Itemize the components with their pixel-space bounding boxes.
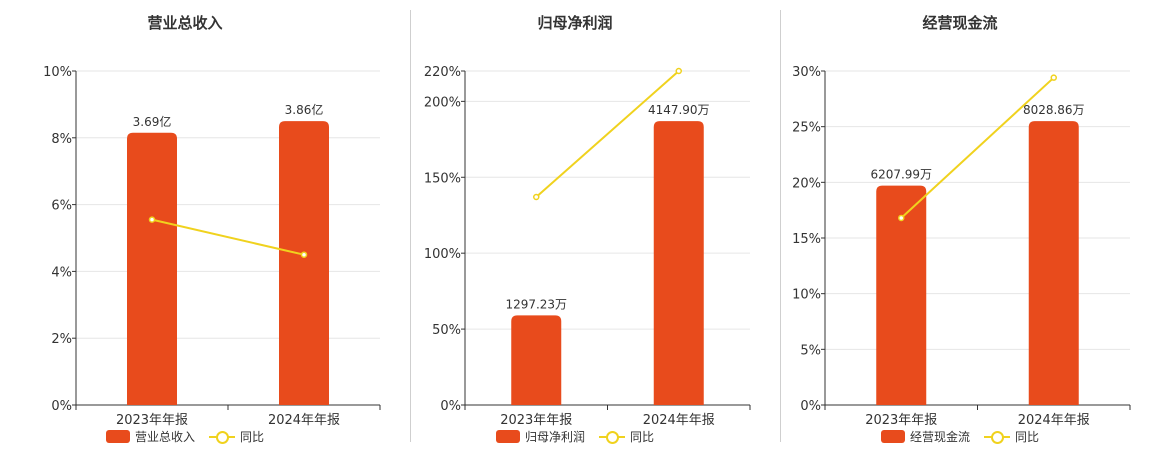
chart-title: 归母净利润 <box>537 14 613 32</box>
chart-canvas: 0% 2% 4% 6% 8% 10% 3.69亿 2023年年报 3.86亿 2024年年报 <box>43 65 381 428</box>
y-tick-label: 30% <box>792 65 821 80</box>
legend-bar-swatch <box>105 430 130 443</box>
y-tick-label: 0% <box>51 399 72 414</box>
y-tick-label: 10% <box>792 288 821 303</box>
legend-bar-swatch <box>880 430 905 443</box>
legend-label: 经营现金流 <box>909 430 970 444</box>
line-point <box>533 193 540 201</box>
series-line <box>900 76 1055 219</box>
y-tick-label: 25% <box>792 121 821 136</box>
y-tick-label: 10% <box>43 65 72 80</box>
legend-line-swatch <box>599 430 625 444</box>
line-point <box>300 251 308 258</box>
legend-label: 同比 <box>240 430 265 444</box>
bar-data-label: 1297.23万 <box>505 297 567 311</box>
y-tick-label: 50% <box>432 323 461 338</box>
bar <box>511 315 562 405</box>
chart-canvas: 0% 5% 10% 15% 20% 25% 30% 6207.99万 2023年年报 8028.8… <box>792 65 1131 428</box>
y-tick-label: 20% <box>792 176 821 191</box>
legend-item-line[interactable]: 同比 <box>209 428 264 445</box>
chart-panel-revenue: 营业总收入 0% 2% 4% 6% 8% 10% 3.69亿 2023年年报 3.86亿 2024… <box>0 0 381 450</box>
bar-data-label: 4147.90万 <box>648 103 710 117</box>
panel-divider <box>780 10 781 442</box>
y-tick-label: 100% <box>424 247 461 262</box>
line-point <box>675 67 682 75</box>
panel-divider <box>410 10 411 442</box>
line-point <box>1050 74 1057 81</box>
legend-line-swatch <box>209 430 235 444</box>
x-tick-label: 2023年年报 <box>116 413 188 428</box>
legend-label: 同比 <box>1015 430 1040 444</box>
y-tick-label: 8% <box>51 132 72 147</box>
legend-line-swatch <box>984 430 1010 444</box>
legend-item-line[interactable]: 同比 <box>984 428 1039 445</box>
legend-label: 归母净利润 <box>524 430 585 444</box>
bar <box>127 132 177 406</box>
legend-item-line[interactable]: 同比 <box>599 428 654 445</box>
y-tick-label: 2% <box>51 332 72 347</box>
chart-canvas: 0% 50% 100% 150% 200% 220% 1297.23万 2023年年报 4147… <box>424 65 751 428</box>
bar-data-label: 6207.99万 <box>870 168 932 182</box>
y-tick-label: 6% <box>51 199 72 214</box>
chart-title: 经营现金流 <box>922 14 998 32</box>
chart-panel-operating-cash-flow: 经营现金流 0% 5% 10% 15% 20% 25% 30% 6207.99万 2023年年报… <box>775 0 1145 450</box>
y-tick-label: 220% <box>424 65 461 80</box>
x-tick-label: 2023年年报 <box>500 413 572 428</box>
legend-label: 同比 <box>630 430 655 444</box>
bar <box>1028 121 1079 405</box>
bar-data-label: 3.69亿 <box>133 114 172 129</box>
chart-legend: 归母净利润 同比 <box>390 428 760 445</box>
legend-item-bar[interactable]: 经营现金流 <box>880 428 970 445</box>
x-tick-label: 2024年年报 <box>268 413 340 428</box>
y-tick-label: 0% <box>800 399 821 414</box>
bar-data-label: 8028.86万 <box>1023 103 1085 117</box>
legend-bar-swatch <box>495 430 520 443</box>
bar <box>653 121 704 405</box>
bar <box>876 185 927 405</box>
x-tick-label: 2024年年报 <box>643 413 715 428</box>
legend-item-bar[interactable]: 归母净利润 <box>495 428 585 445</box>
chart-panel-net-profit: 归母净利润 0% 50% 100% 150% 200% 220% 1297.23万 2023年… <box>390 0 760 450</box>
chart-legend: 经营现金流 同比 <box>775 428 1145 445</box>
y-tick-label: 200% <box>424 95 461 110</box>
legend-label: 营业总收入 <box>134 430 195 444</box>
line-point <box>148 216 156 223</box>
series-line <box>535 70 680 198</box>
y-tick-label: 15% <box>792 232 821 247</box>
chart-legend: 营业总收入 同比 <box>0 428 370 445</box>
legend-item-bar[interactable]: 营业总收入 <box>105 428 195 445</box>
y-tick-label: 4% <box>51 265 72 280</box>
y-tick-label: 150% <box>424 171 461 186</box>
y-tick-label: 5% <box>800 343 821 358</box>
x-tick-label: 2024年年报 <box>1018 413 1090 428</box>
bar <box>279 121 329 405</box>
x-tick-label: 2023年年报 <box>865 413 937 428</box>
line-point <box>898 214 905 222</box>
series-line <box>151 218 305 256</box>
y-tick-label: 0% <box>440 399 461 414</box>
chart-title: 营业总收入 <box>147 14 223 32</box>
bar-data-label: 3.86亿 <box>285 102 324 117</box>
